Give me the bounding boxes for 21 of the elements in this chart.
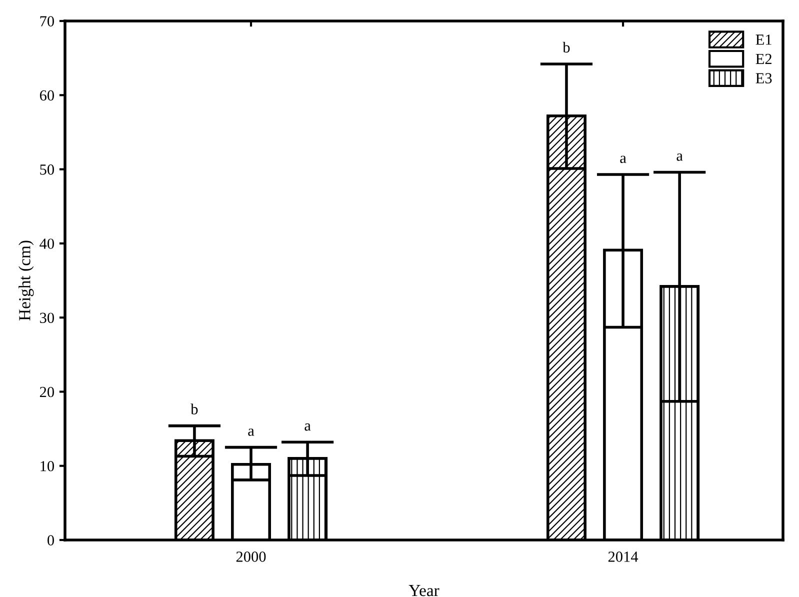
x-axis-title: Year — [408, 585, 440, 596]
y-tick-label: 0 — [48, 535, 54, 546]
y-tick-label: 20 — [40, 386, 54, 398]
annotation: b — [190, 404, 198, 414]
y-tick-label: 70 — [40, 16, 54, 26]
annotation: a — [620, 156, 626, 164]
legend-label: E1 — [756, 34, 772, 45]
y-tick-label: 50 — [40, 164, 54, 175]
x-tick-label: 2014 — [608, 552, 638, 562]
y-tick-label: 30 — [40, 312, 54, 324]
y-tick-label: 40 — [40, 238, 54, 249]
annotation: a — [304, 423, 311, 431]
y-tick-label: 60 — [40, 90, 54, 101]
annotation: a — [248, 428, 254, 436]
y-tick-label: 10 — [40, 461, 54, 472]
legend-label: E2 — [756, 54, 772, 64]
annotation: b — [562, 42, 570, 53]
legend-label: E3 — [756, 73, 772, 84]
x-tick-label: 2000 — [236, 552, 266, 562]
annotation: a — [676, 153, 683, 161]
y-axis-title: Height (cm) — [18, 240, 34, 321]
